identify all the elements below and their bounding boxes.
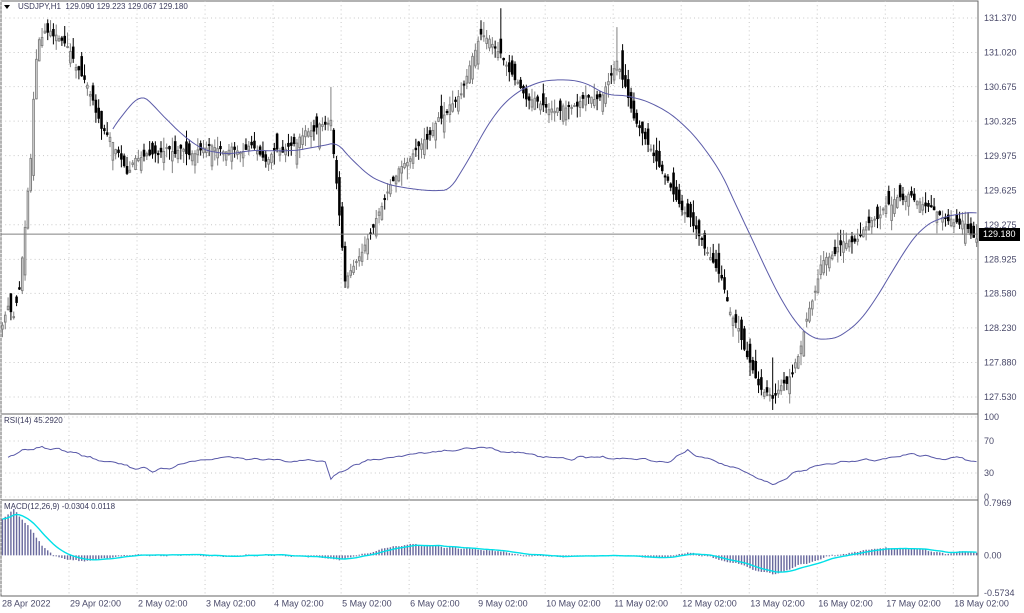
svg-text:12 May 02:00: 12 May 02:00 xyxy=(682,599,737,609)
svg-text:0.00: 0.00 xyxy=(984,551,1002,561)
svg-text:130.325: 130.325 xyxy=(984,116,1017,126)
svg-text:128.580: 128.580 xyxy=(984,289,1017,299)
svg-text:131.020: 131.020 xyxy=(984,48,1017,58)
svg-text:127.880: 127.880 xyxy=(984,358,1017,368)
svg-text:29 Apr 02:00: 29 Apr 02:00 xyxy=(70,599,121,609)
svg-text:18 May 02:00: 18 May 02:00 xyxy=(954,599,1009,609)
svg-text:17 May 02:00: 17 May 02:00 xyxy=(886,599,941,609)
svg-text:131.370: 131.370 xyxy=(984,13,1017,23)
svg-text:30: 30 xyxy=(984,468,994,478)
svg-text:128.925: 128.925 xyxy=(984,255,1017,265)
svg-text:130.675: 130.675 xyxy=(984,82,1017,92)
svg-text:4 May 02:00: 4 May 02:00 xyxy=(274,599,324,609)
svg-text:6 May 02:00: 6 May 02:00 xyxy=(410,599,460,609)
svg-text:128.230: 128.230 xyxy=(984,323,1017,333)
svg-text:127.530: 127.530 xyxy=(984,392,1017,402)
svg-text:129.975: 129.975 xyxy=(984,151,1017,161)
svg-text:9 May 02:00: 9 May 02:00 xyxy=(478,599,528,609)
svg-text:70: 70 xyxy=(984,436,994,446)
svg-text:11 May 02:00: 11 May 02:00 xyxy=(614,599,668,609)
svg-text:0.7969: 0.7969 xyxy=(984,498,1012,508)
svg-text:2 May 02:00: 2 May 02:00 xyxy=(138,599,188,609)
svg-text:13 May 02:00: 13 May 02:00 xyxy=(750,599,805,609)
svg-text:-0.5734: -0.5734 xyxy=(984,588,1015,598)
svg-text:5 May 02:00: 5 May 02:00 xyxy=(342,599,392,609)
svg-text:3 May 02:00: 3 May 02:00 xyxy=(206,599,256,609)
svg-text:10 May 02:00: 10 May 02:00 xyxy=(546,599,601,609)
svg-text:129.625: 129.625 xyxy=(984,185,1017,195)
svg-text:16 May 02:00: 16 May 02:00 xyxy=(818,599,873,609)
svg-text:28 Apr 2022: 28 Apr 2022 xyxy=(2,599,51,609)
svg-text:100: 100 xyxy=(984,412,999,422)
